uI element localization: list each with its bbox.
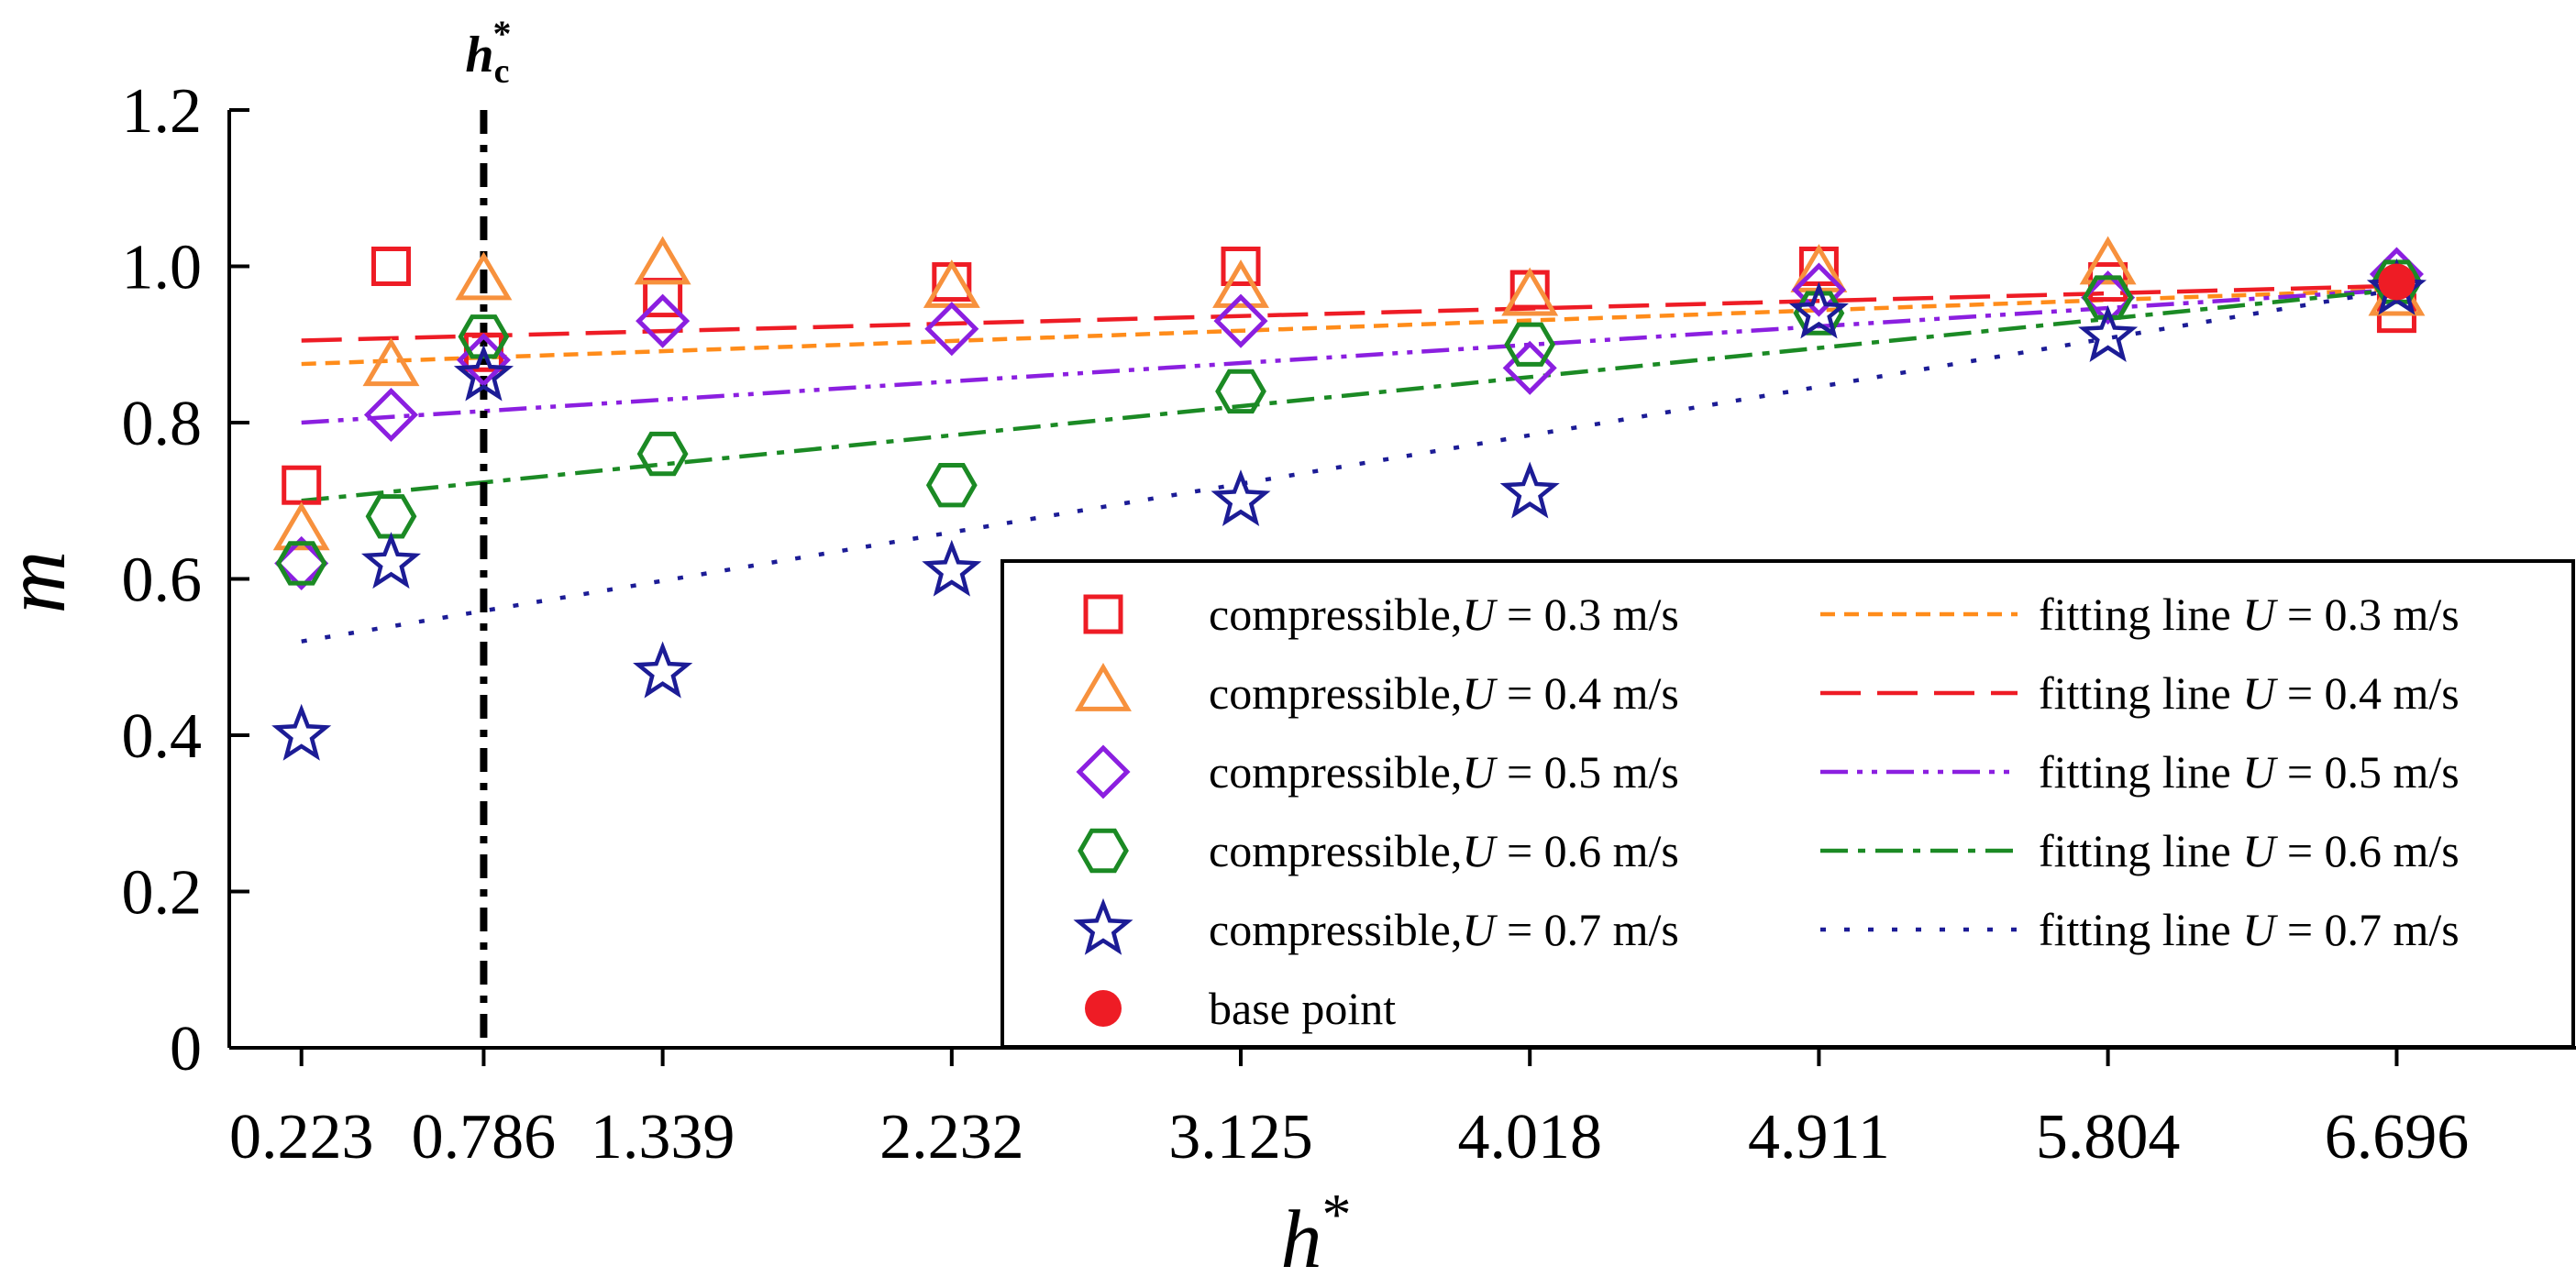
point-s4-1: [275, 541, 327, 586]
legend: compressible,U = 0.3 m/s fitting line U =…: [1001, 559, 2575, 1049]
y-axis-title: m: [0, 551, 83, 614]
point-s2-4: [634, 236, 691, 285]
axes: 0 0.2 0.4 0.6 0.8 1.0 1.2 0.223 0.786 1.339 2.232 3…: [0, 76, 2576, 1285]
legend-label-2: compressible,U = 0.4 m/s: [1209, 667, 1679, 719]
point-s4-7: [1504, 322, 1556, 367]
point-s4-2: [365, 494, 417, 539]
point-s5-10: [2366, 258, 2427, 315]
point-s5-4: [633, 641, 693, 699]
point-s2-6: [1212, 259, 1269, 308]
legend-marker-4: [1078, 828, 1129, 874]
x-axis-title: h*: [1281, 1182, 1352, 1285]
legend-label-1: compressible,U = 0.3 m/s: [1209, 589, 1679, 640]
x-tick-label-5: 3.125: [1168, 1102, 1313, 1172]
y-tick-label-6: 1.0: [122, 233, 203, 303]
base-point: [2378, 263, 2416, 301]
legend-base-marker: [1085, 990, 1122, 1027]
y-tick-label-3: 0.4: [122, 701, 203, 772]
legend-fit-label-1: fitting line U = 0.3 m/s: [2039, 589, 2460, 640]
x-tick-label-3: 1.339: [591, 1102, 735, 1172]
x-tick-label-7: 4.911: [1748, 1102, 1890, 1172]
y-tick-label-1: 0: [170, 1014, 202, 1084]
point-s3-8: [1791, 262, 1846, 317]
point-s1-6: [1221, 247, 1261, 286]
x-tick-label-1: 0.223: [229, 1102, 374, 1172]
point-s4-6: [1215, 369, 1266, 414]
legend-base-label: base point: [1209, 983, 1396, 1034]
x-tick-label-4: 2.232: [879, 1102, 1024, 1172]
legend-fit-label-4: fitting line U = 0.6 m/s: [2039, 825, 2460, 876]
point-s4-3: [458, 314, 510, 359]
point-s5-3: [453, 344, 514, 402]
legend-fit-label-5: fitting line U = 0.7 m/s: [2039, 904, 2460, 955]
point-s4-5: [925, 463, 978, 508]
point-s1-2: [370, 247, 411, 286]
y-tick-label-2: 0.2: [122, 858, 203, 929]
legend-marker-5: [1073, 897, 1133, 955]
legend-label-5: compressible,U = 0.7 m/s: [1209, 904, 1679, 955]
point-s5-8: [1788, 281, 1849, 339]
fit-line-1: [301, 287, 2397, 367]
legend-box: [1001, 559, 2575, 1049]
point-s4-9: [2082, 275, 2134, 320]
point-s5-5: [922, 539, 982, 597]
x-tick-label-6: 4.018: [1457, 1102, 1602, 1172]
point-s2-2: [362, 337, 420, 387]
y-tick-label-4: 0.6: [122, 545, 203, 616]
legend-fit-label-2: fitting line U = 0.4 m/s: [2039, 667, 2460, 719]
data-markers: [271, 236, 2427, 761]
x-tick-label-8: 5.804: [2036, 1102, 2181, 1172]
point-s5-1: [271, 703, 332, 761]
point-s3-6: [1213, 293, 1268, 348]
point-s5-2: [360, 532, 422, 589]
y-tick-label-5: 0.8: [122, 389, 203, 459]
point-s5-9: [2078, 304, 2139, 362]
legend-fit-label-3: fitting line U = 0.5 m/s: [2039, 746, 2460, 798]
x-tick-label-2: 0.786: [412, 1102, 557, 1172]
point-s3-2: [363, 387, 419, 443]
point-s5-6: [1211, 469, 1271, 526]
point-s4-4: [636, 431, 689, 477]
y-tick-label-7: 1.2: [122, 76, 203, 147]
critical-line-label: hc*: [465, 13, 511, 91]
point-s5-7: [1499, 461, 1560, 519]
fit-line-4: [301, 287, 2397, 503]
point-s2-1: [272, 501, 330, 551]
point-s3-4: [636, 293, 691, 348]
fit-line-3: [301, 287, 2397, 425]
point-s2-7: [1501, 267, 1559, 316]
x-tick-label-9: 6.696: [2325, 1102, 2470, 1172]
point-s3-5: [924, 302, 979, 357]
point-s2-3: [455, 251, 513, 301]
legend-label-3: compressible,U = 0.5 m/s: [1209, 746, 1679, 798]
legend-label-4: compressible,U = 0.6 m/s: [1209, 825, 1679, 876]
legend-marker-3: [1076, 744, 1131, 799]
point-s1-1: [282, 465, 322, 505]
legend-marker-1: [1083, 594, 1123, 634]
critical-line-group: hc*: [465, 13, 511, 1048]
legend-marker-2: [1075, 663, 1132, 711]
point-s2-9: [2079, 236, 2137, 285]
fit-line-2: [301, 283, 2397, 343]
